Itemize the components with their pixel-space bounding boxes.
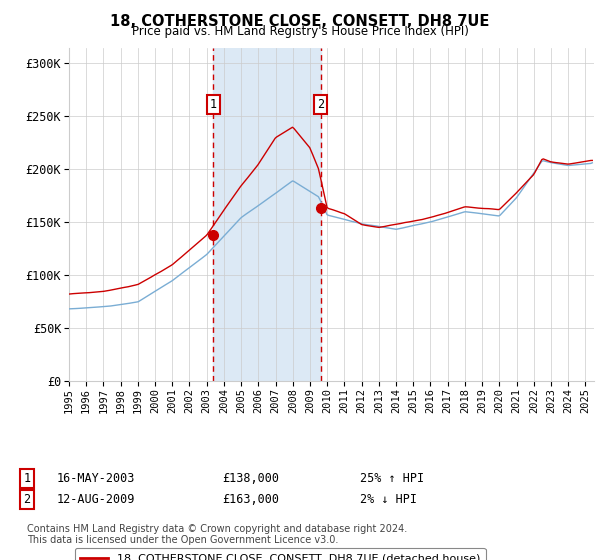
Text: £138,000: £138,000 <box>222 472 279 486</box>
Text: 12-AUG-2009: 12-AUG-2009 <box>57 493 136 506</box>
Text: Price paid vs. HM Land Registry's House Price Index (HPI): Price paid vs. HM Land Registry's House … <box>131 25 469 38</box>
Text: 18, COTHERSTONE CLOSE, CONSETT, DH8 7UE: 18, COTHERSTONE CLOSE, CONSETT, DH8 7UE <box>110 14 490 29</box>
Text: 16-MAY-2003: 16-MAY-2003 <box>57 472 136 486</box>
Text: 2% ↓ HPI: 2% ↓ HPI <box>360 493 417 506</box>
Text: 25% ↑ HPI: 25% ↑ HPI <box>360 472 424 486</box>
Legend: 18, COTHERSTONE CLOSE, CONSETT, DH8 7UE (detached house), HPI: Average price, de: 18, COTHERSTONE CLOSE, CONSETT, DH8 7UE … <box>74 548 486 560</box>
Text: 2: 2 <box>317 98 324 111</box>
Text: 1: 1 <box>209 98 217 111</box>
Bar <box>213 48 320 381</box>
Text: Contains HM Land Registry data © Crown copyright and database right 2024.
This d: Contains HM Land Registry data © Crown c… <box>27 524 407 545</box>
Text: 2: 2 <box>23 493 31 506</box>
Text: 1: 1 <box>23 472 31 486</box>
Text: £163,000: £163,000 <box>222 493 279 506</box>
